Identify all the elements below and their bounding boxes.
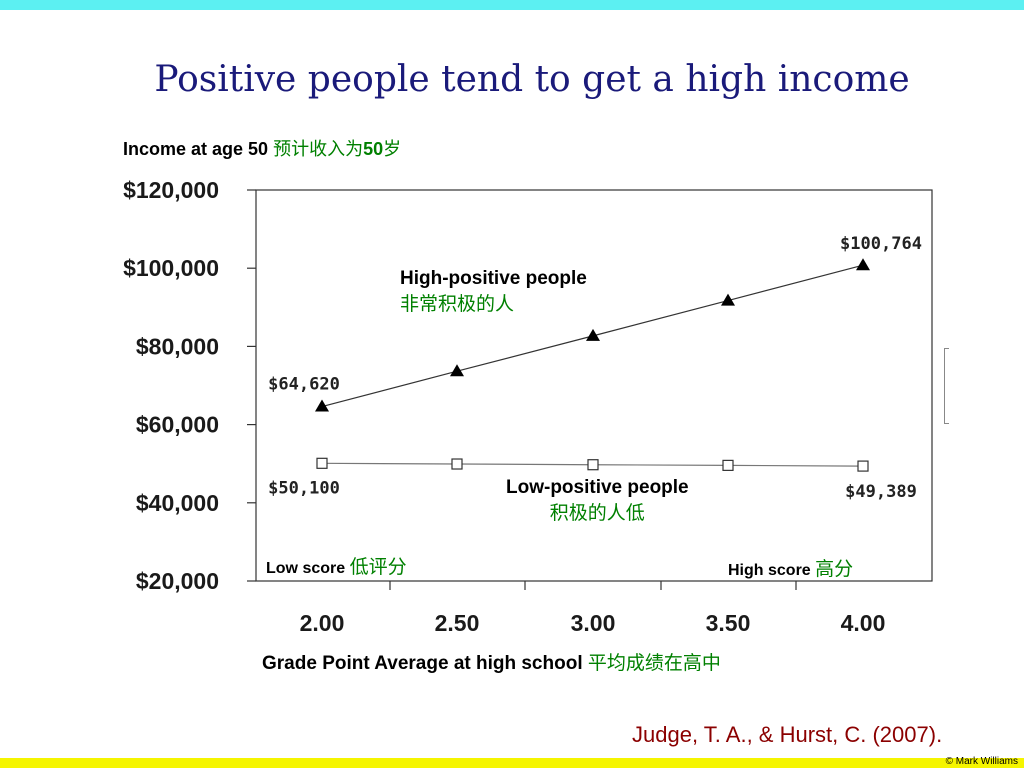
low-score-annotation: Low score 低评分 <box>266 552 407 579</box>
data-point-triangle <box>721 293 735 306</box>
y-axis-title-cn-text: 预计收入为 <box>273 139 364 159</box>
plot-frame <box>255 189 933 582</box>
series-name-low-positive: Low-positive people <box>506 477 689 498</box>
series-label-low-positive: Low-positive people 积极的人低 <box>506 475 689 527</box>
y-tick-label: $20,000 <box>136 568 219 594</box>
data-point-square <box>587 459 599 471</box>
y-axis-title-cn-number: 50 <box>363 139 384 159</box>
series-name-high-positive-cn: 非常积极的人 <box>400 294 515 315</box>
data-point-triangle <box>856 258 870 271</box>
x-tick-label: 3.00 <box>571 610 616 636</box>
data-point-triangle <box>450 364 464 377</box>
low-score-text: Low score <box>266 560 346 577</box>
high-score-text-cn: 高分 <box>815 559 854 580</box>
series-name-low-positive-cn: 积极的人低 <box>549 503 645 524</box>
y-tick-label: $100,000 <box>123 255 219 281</box>
data-point-triangle <box>586 328 600 341</box>
bottom-accent-bar <box>0 758 1024 768</box>
y-axis-title-cn: 预计收入为50岁 <box>273 139 401 159</box>
high-score-annotation: High score 高分 <box>728 554 853 581</box>
data-point-triangle <box>315 399 329 412</box>
series-name-high-positive: High-positive people <box>400 268 587 289</box>
data-label: $49,389 <box>845 482 917 502</box>
series-label-high-positive: High-positive people 非常积极的人 <box>400 266 587 318</box>
decorative-bracket <box>944 348 949 424</box>
high-score-text: High score <box>728 562 811 579</box>
y-axis-title-en: Income at age 50 <box>123 139 269 159</box>
x-tick-label: 3.50 <box>706 610 751 636</box>
data-point-square <box>451 458 463 470</box>
data-point-square <box>722 459 734 471</box>
y-tick-label: $80,000 <box>136 333 219 359</box>
x-axis-title: Grade Point Average at high school 平均成绩在… <box>262 648 721 675</box>
x-axis-title-en: Grade Point Average at high school <box>262 653 583 674</box>
y-tick-label: $120,000 <box>123 177 219 203</box>
data-label: $100,764 <box>840 234 922 254</box>
data-point-square <box>857 460 869 472</box>
copyright-notice: © Mark Williams <box>945 756 1018 767</box>
x-tick-label: 4.00 <box>841 610 886 636</box>
top-accent-bar <box>0 0 1024 10</box>
y-axis-title-cn-suffix: 岁 <box>383 139 402 159</box>
x-tick-label: 2.00 <box>300 610 345 636</box>
x-axis-title-cn: 平均成绩在高中 <box>587 653 721 674</box>
slide-title: Positive people tend to get a high incom… <box>154 59 910 100</box>
data-label: $64,620 <box>268 375 340 395</box>
x-tick-label: 2.50 <box>435 610 480 636</box>
y-axis-title: Income at age 50 预计收入为50岁 <box>123 135 401 161</box>
citation: Judge, T. A., & Hurst, C. (2007). <box>632 722 943 747</box>
low-score-text-cn: 低评分 <box>349 557 407 578</box>
y-tick-label: $60,000 <box>136 412 219 438</box>
data-label: $50,100 <box>268 478 340 498</box>
data-point-square <box>316 457 328 469</box>
y-tick-label: $40,000 <box>136 490 219 516</box>
